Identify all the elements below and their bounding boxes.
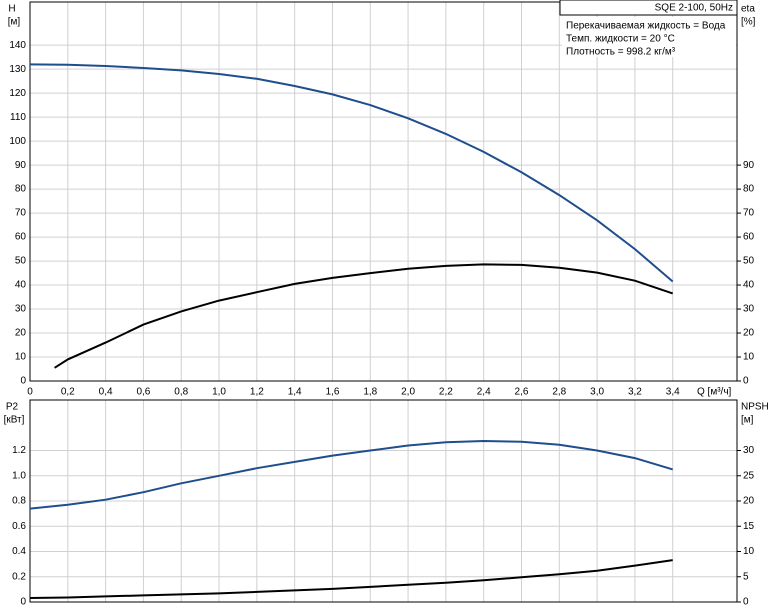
y-tick-label: 20 (15, 328, 27, 339)
y2-axis-label: eta (741, 4, 755, 15)
y-tick-label: 30 (15, 304, 27, 315)
y-tick-label: 70 (15, 208, 27, 219)
y-axis-label: P2 (6, 402, 19, 413)
plot-frame (29, 1, 738, 382)
y-tick-label: 0.8 (12, 496, 26, 507)
x-tick-label: 0,2 (61, 387, 75, 398)
y-tick-label: 40 (15, 280, 27, 291)
x-tick-label: 1,6 (326, 387, 340, 398)
y2-tick-label: 20 (743, 328, 755, 339)
y2-axis-unit: [м] (741, 415, 754, 426)
x-tick-label: 3,0 (590, 387, 604, 398)
x-axis-label: Q [м³/ч] (697, 387, 732, 398)
y-axis-unit: [м] (8, 17, 21, 28)
annotation: Темп. жидкости = 20 °C (566, 34, 675, 45)
x-tick-label: 3,2 (628, 387, 642, 398)
y-tick-label: 50 (15, 256, 27, 267)
y2-tick-label: 30 (743, 304, 755, 315)
y2-tick-label: 50 (743, 256, 755, 267)
x-tick-label: 0,8 (174, 387, 188, 398)
plot-frame (29, 399, 738, 603)
y-tick-label: 140 (9, 40, 26, 51)
y2-tick-label: 90 (743, 160, 755, 171)
y-tick-label: 60 (15, 232, 27, 243)
y2-tick-label: 0 (743, 376, 749, 387)
y2-tick-label: 20 (743, 496, 755, 507)
y2-tick-label: 10 (743, 352, 755, 363)
y-tick-label: 0.2 (12, 571, 26, 582)
y2-tick-label: 15 (743, 521, 755, 532)
title-box (559, 0, 738, 16)
y-axis-unit: [кВт] (4, 415, 25, 426)
y-tick-label: 120 (9, 88, 26, 99)
y-tick-label: 130 (9, 64, 26, 75)
y2-tick-label: 30 (743, 445, 755, 456)
x-tick-label: 1,0 (212, 387, 226, 398)
y2-tick-label: 25 (743, 470, 755, 481)
y-tick-label: 0 (20, 376, 26, 387)
y2-axis-unit: [%] (741, 17, 756, 28)
curve (54, 263, 674, 369)
y-tick-label: 0 (20, 597, 26, 608)
x-tick-label: 0,4 (99, 387, 113, 398)
curve (29, 439, 673, 510)
x-tick-label: 2,2 (439, 387, 453, 398)
x-tick-label: 1,8 (363, 387, 377, 398)
x-tick-label: 0,6 (136, 387, 150, 398)
y2-tick-label: 80 (743, 184, 755, 195)
y-tick-label: 1.2 (12, 445, 26, 456)
y2-axis-label: NPSH (741, 402, 769, 413)
y-tick-label: 0.6 (12, 521, 26, 532)
x-tick-label: 1,4 (288, 387, 302, 398)
x-tick-label: 1,2 (250, 387, 264, 398)
x-tick-label: 3,4 (666, 387, 680, 398)
y-tick-label: 110 (10, 112, 26, 123)
y2-tick-label: 10 (743, 546, 755, 557)
curve (29, 63, 674, 283)
y2-tick-label: 40 (743, 280, 755, 291)
y2-tick-label: 5 (743, 571, 749, 582)
x-tick-label: 2,4 (477, 387, 491, 398)
x-tick-label: 2,8 (552, 387, 566, 398)
y-tick-label: 10 (15, 352, 27, 363)
chart-title: SQE 2-100, 50Hz (655, 3, 733, 14)
y2-tick-label: 0 (743, 597, 749, 608)
x-tick-label: 2,0 (401, 387, 415, 398)
y-axis-label: H (8, 4, 15, 15)
x-tick-label: 2,6 (515, 387, 529, 398)
y-tick-label: 90 (15, 160, 27, 171)
y-tick-label: 100 (9, 136, 26, 147)
y2-tick-label: 60 (743, 232, 755, 243)
y-tick-label: 1.0 (12, 470, 26, 481)
annotation: Плотность = 998.2 кг/м³ (566, 47, 676, 58)
y2-tick-label: 70 (743, 208, 755, 219)
y-tick-label: 0.4 (12, 546, 26, 557)
annotation-box (562, 17, 736, 57)
y-tick-label: 80 (15, 184, 27, 195)
curve (29, 559, 673, 599)
annotation: Перекачиваемая жидкость = Вода (566, 21, 726, 32)
x-tick-label: 0 (27, 387, 33, 398)
